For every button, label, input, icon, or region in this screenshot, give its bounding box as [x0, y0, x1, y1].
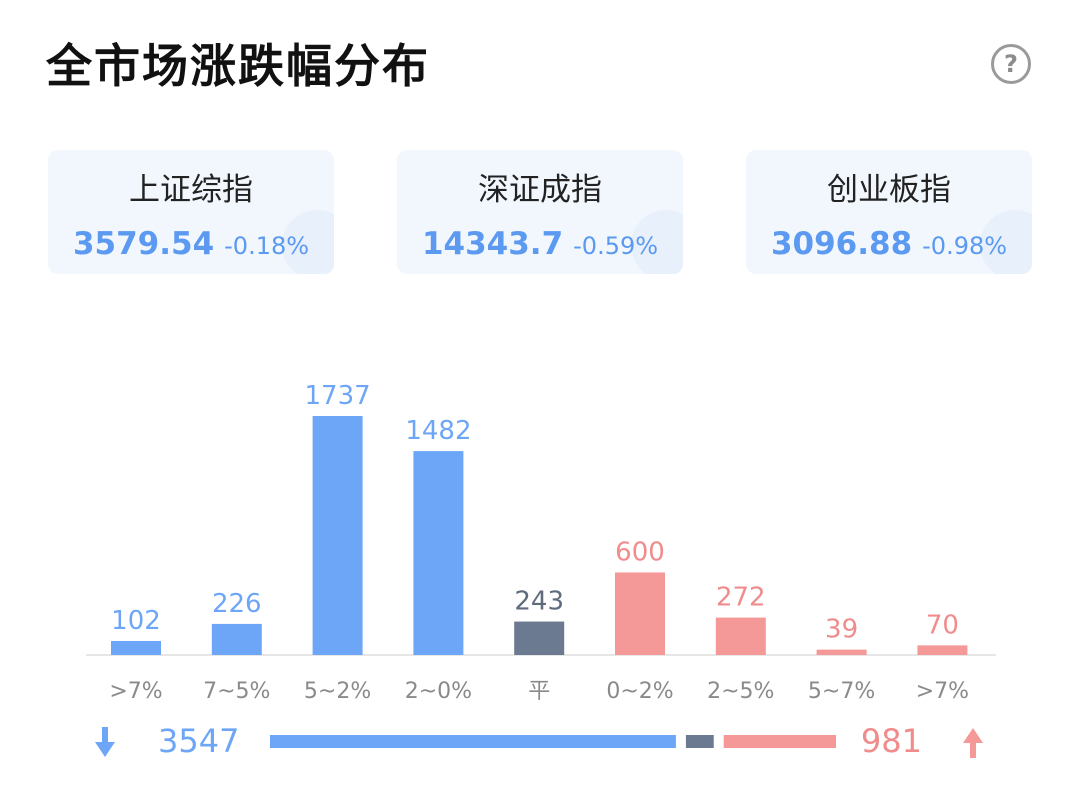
- card-decoration: [282, 210, 334, 274]
- x-tick-label: >7%: [916, 679, 969, 704]
- index-value: 14343.7: [421, 226, 564, 262]
- bar: [514, 621, 565, 655]
- x-tick-label: 7~5%: [203, 679, 270, 704]
- down-total-label: 3547: [158, 722, 239, 760]
- help-icon[interactable]: ?: [991, 44, 1031, 84]
- index-card-sz[interactable]: 深证成指 14343.7 -0.59%: [397, 150, 683, 274]
- flat-total-segment: [685, 735, 714, 748]
- x-tick-label: >7%: [109, 679, 162, 704]
- index-change: -0.18%: [224, 232, 310, 260]
- bar: [917, 645, 968, 655]
- index-name: 深证成指: [478, 172, 602, 208]
- index-change: -0.98%: [922, 232, 1008, 260]
- bar: [615, 572, 665, 655]
- x-tick-label: 2~5%: [707, 679, 774, 704]
- down-total-segment: [270, 735, 676, 748]
- arrow-up-icon: [963, 728, 983, 758]
- index-card-sh[interactable]: 上证综指 3579.54 -0.18%: [48, 150, 334, 274]
- bar-value-label: 600: [615, 537, 665, 567]
- bar: [413, 451, 464, 655]
- x-tick-label: 平: [528, 679, 550, 704]
- bar-value-label: 226: [212, 589, 262, 619]
- bar: [312, 416, 363, 655]
- up-total-segment: [723, 735, 836, 748]
- index-name: 创业板指: [827, 172, 951, 208]
- bar-value-label: 39: [825, 615, 858, 645]
- up-total-label: 981: [861, 722, 922, 760]
- bar: [111, 640, 161, 655]
- x-tick-label: 0~2%: [606, 679, 673, 704]
- index-card-cyb[interactable]: 创业板指 3096.88 -0.98%: [746, 150, 1032, 274]
- bar-value-label: 102: [111, 606, 161, 636]
- page-title: 全市场涨跌幅分布: [46, 39, 430, 93]
- x-tick-label: 5~7%: [808, 679, 875, 704]
- card-decoration: [631, 210, 683, 274]
- bar-value-label: 272: [716, 583, 766, 613]
- card-decoration: [980, 210, 1032, 274]
- bar-value-label: 1482: [405, 416, 471, 446]
- index-value: 3096.88: [770, 226, 913, 262]
- x-tick-label: 2~0%: [405, 679, 472, 704]
- bar-value-label: 243: [514, 587, 564, 617]
- bar: [211, 623, 262, 655]
- bar-value-label: 1737: [305, 381, 371, 411]
- bar: [816, 649, 867, 655]
- index-value: 3579.54: [72, 226, 215, 262]
- index-name: 上证综指: [129, 172, 253, 208]
- bar: [715, 617, 766, 655]
- bar-value-label: 70: [926, 610, 959, 640]
- x-tick-label: 5~2%: [304, 679, 371, 704]
- arrow-down-icon: [95, 727, 115, 757]
- index-change: -0.59%: [573, 232, 659, 260]
